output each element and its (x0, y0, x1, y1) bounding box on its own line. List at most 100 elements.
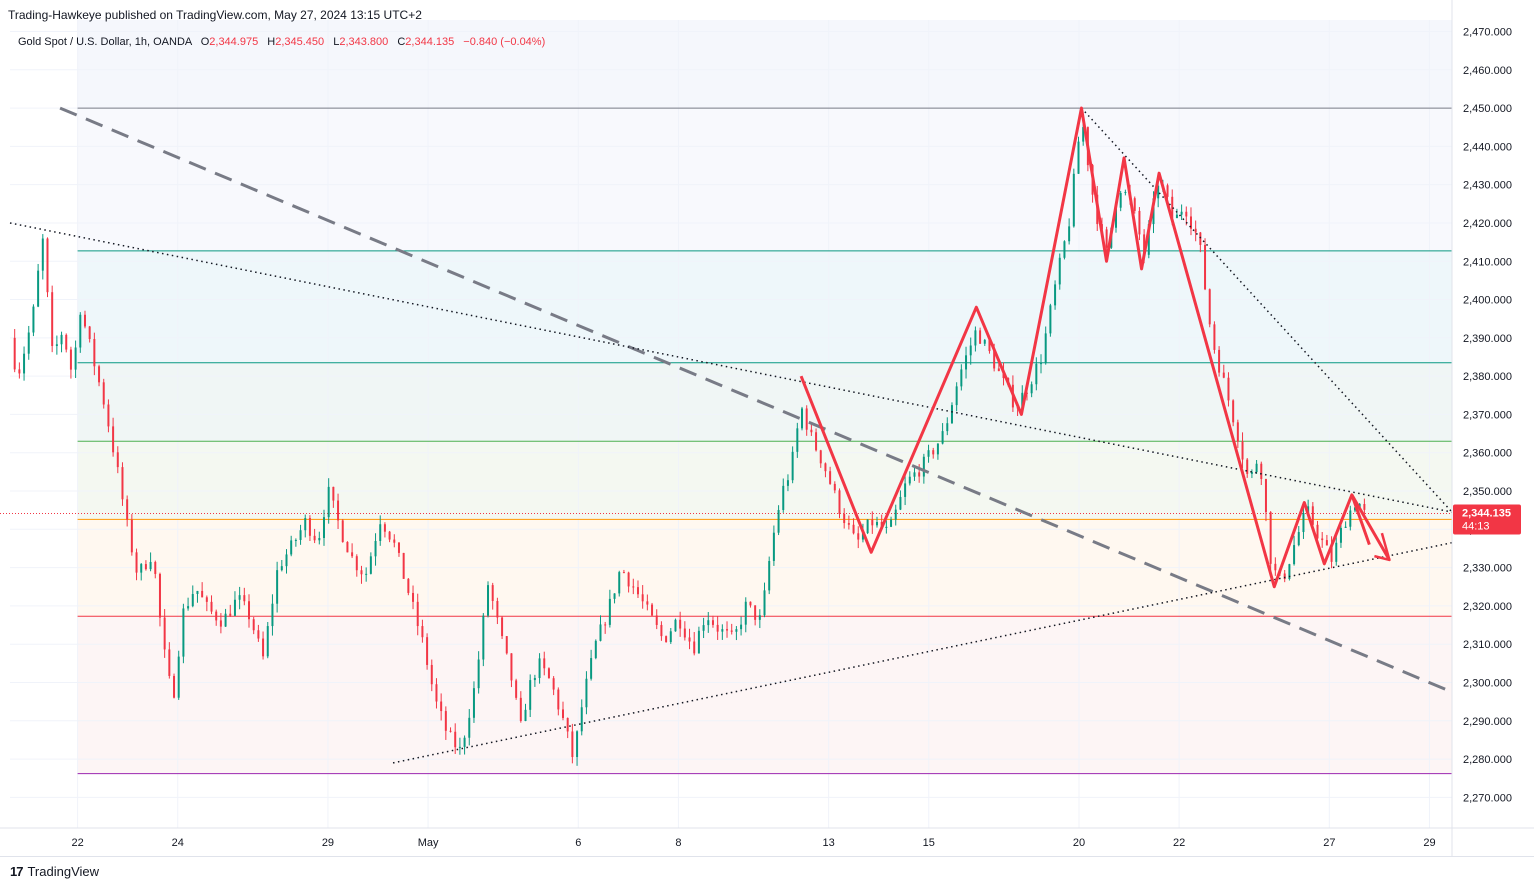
price-axis[interactable]: 2,270.000 2,280.000 2,290.000 2,300.000 2,31… (1451, 0, 1512, 856)
candle-body (1063, 241, 1066, 258)
candle-body (102, 382, 105, 405)
candle-body (571, 731, 574, 758)
low-value: 2,343.800 (339, 36, 389, 48)
candle-body (852, 524, 855, 534)
price-tick-label: 2,420.000 (1463, 218, 1512, 230)
zone-band (77, 20, 1452, 109)
candle-body (346, 541, 349, 553)
candle-body (205, 597, 208, 602)
candle-body (866, 519, 869, 534)
time-tick-label: May (418, 837, 439, 849)
tradingview-logo-icon: 17 (10, 864, 24, 879)
candle-body (590, 658, 593, 679)
candle-body (519, 697, 522, 722)
price-tick-label: 2,430.000 (1463, 180, 1512, 192)
price-tick-label: 2,380.000 (1463, 371, 1512, 383)
change-value: −0.840 (−0.04%) (463, 36, 546, 48)
candle-body (1058, 257, 1061, 285)
candle-body (543, 658, 546, 669)
candle-body (173, 675, 176, 698)
candle-body (993, 351, 996, 369)
candle-body (1311, 506, 1314, 525)
price-tick-label: 2,300.000 (1463, 677, 1512, 689)
candle-body (576, 731, 579, 758)
candle-body (341, 520, 344, 542)
candle-body (974, 330, 977, 346)
candle-body (1218, 349, 1221, 373)
zone-band (77, 108, 1452, 251)
candle-body (93, 339, 96, 367)
candle-body (529, 680, 532, 710)
candle-body (749, 601, 752, 606)
candle-body (515, 680, 518, 698)
candle-body (1255, 463, 1258, 473)
publisher-line: Trading-Hawkeye published on TradingView… (8, 8, 422, 22)
candle-body (215, 611, 218, 621)
candle-body (646, 601, 649, 605)
candle-body (379, 524, 382, 541)
candle-body (627, 572, 630, 587)
dotted-trendline (9, 222, 1453, 513)
time-tick-label: 8 (675, 837, 681, 849)
candle-body (1021, 392, 1024, 409)
candle-body (280, 566, 283, 571)
close-value: 2,344.135 (405, 36, 455, 48)
candle-body (1180, 211, 1183, 215)
candle-body (622, 572, 625, 574)
tradingview-brand: TradingView (27, 864, 100, 879)
zone-band (77, 250, 1452, 363)
candle-body (651, 604, 654, 616)
candle-body (782, 485, 785, 510)
candle-body (505, 636, 508, 654)
candle-body (1030, 384, 1033, 394)
price-tick-label: 2,370.000 (1463, 409, 1512, 421)
candle-body (1049, 305, 1052, 334)
time-axis[interactable]: 22 24 29 May 6 8 13 15 20 22 27 29 (0, 827, 1534, 849)
price-tick-label: 2,410.000 (1463, 256, 1512, 268)
candle-body (229, 613, 232, 616)
candle-body (327, 486, 330, 518)
candle-body (458, 746, 461, 748)
candle-body (83, 314, 86, 327)
candle-body (843, 513, 846, 524)
high-value: 2,345.450 (275, 36, 325, 48)
fib-zones (77, 20, 1452, 774)
candle-body (454, 731, 457, 748)
candle-body (758, 615, 761, 620)
candle-body (786, 480, 789, 486)
candle-body (819, 450, 822, 464)
candle-body (740, 624, 743, 630)
price-tick-label: 2,440.000 (1463, 141, 1512, 153)
candle-body (74, 347, 77, 370)
candle-body (683, 628, 686, 638)
candle-body (1068, 226, 1071, 242)
candle-body (697, 630, 700, 654)
candle-body (702, 625, 705, 631)
candle-body (46, 238, 49, 293)
candle-body (899, 496, 902, 510)
candle-body (618, 572, 621, 594)
price-tick-label: 2,470.000 (1463, 26, 1512, 38)
candle-body (1208, 289, 1211, 325)
candle-body (1325, 540, 1328, 546)
candles (13, 119, 1366, 766)
symbol-legend[interactable]: Gold Spot / U.S. Dollar, 1h, OANDA O2,34… (18, 36, 545, 48)
candle-body (201, 590, 204, 598)
candle-body (679, 619, 682, 629)
tradingview-logo[interactable]: 17 TradingView (10, 864, 99, 879)
candle-body (168, 649, 171, 676)
candle-body (1119, 193, 1122, 208)
candle-body (711, 620, 714, 625)
candle-body (126, 499, 129, 520)
candle-body (1072, 173, 1075, 227)
candle-body (1354, 507, 1357, 511)
candle-body (1035, 363, 1038, 385)
zone-band (77, 362, 1452, 442)
candle-body (472, 688, 475, 718)
footer-divider (0, 856, 1534, 857)
candle-body (932, 450, 935, 455)
candle-body (238, 595, 241, 600)
candle-body (112, 426, 115, 453)
